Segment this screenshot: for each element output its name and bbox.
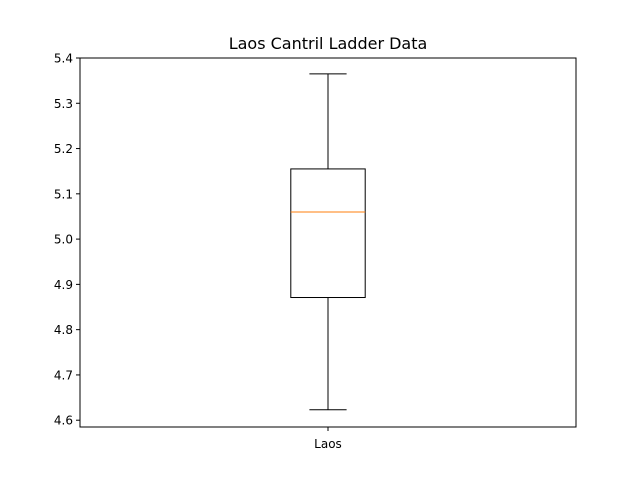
- chart-title: Laos Cantril Ladder Data: [229, 34, 428, 53]
- y-tick-label: 5.1: [54, 187, 73, 201]
- x-axis: Laos: [314, 427, 342, 451]
- iqr-box: [290, 168, 366, 299]
- y-tick-label: 5.2: [54, 142, 73, 156]
- y-tick-label: 4.6: [54, 414, 73, 428]
- y-tick-label: 4.7: [54, 368, 73, 382]
- y-tick-label: 5.4: [54, 52, 73, 66]
- y-tick-label: 5.0: [54, 233, 73, 247]
- y-tick-label: 4.8: [54, 323, 73, 337]
- x-tick-label: Laos: [314, 437, 342, 451]
- y-axis: 4.6 4.7 4.8 4.9 5.0 5.1 5.2 5.3 5.4: [54, 52, 80, 428]
- box-group: [290, 73, 366, 411]
- plot-area: [290, 73, 366, 411]
- y-tick-label: 4.9: [54, 278, 73, 292]
- y-tick-label: 5.3: [54, 97, 73, 111]
